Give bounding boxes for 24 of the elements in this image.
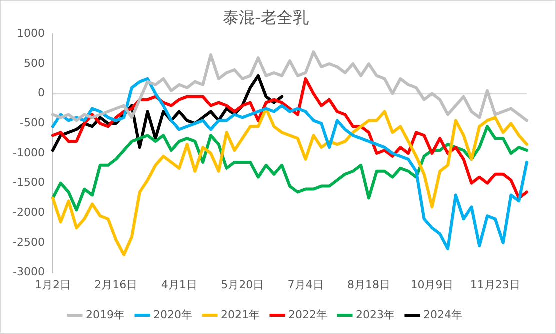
legend-label: 2024年 [423,308,462,322]
y-tick-label: -2500 [12,236,45,249]
y-tick-label: -500 [20,116,45,130]
legend-label: 2020年 [154,308,193,322]
x-tick-label: 5月20日 [221,278,264,292]
x-tick-label: 7月4日 [288,278,324,292]
y-tick-label: 1000 [16,27,45,40]
legend-label: 2022年 [288,308,328,322]
x-tick-label: 2月16日 [94,278,138,292]
x-tick-label: 8月18日 [347,278,390,292]
y-tick-label: 0 [38,86,45,100]
y-tick-label: 500 [24,56,45,70]
y-tick-label: -1500 [12,176,45,190]
legend-label: 2023年 [356,308,395,322]
x-tick-label: 4月1日 [161,278,198,292]
y-tick-label: -3000 [12,266,45,279]
x-tick-label: 10月9日 [410,278,454,292]
y-tick-label: -1000 [12,146,45,160]
y-tick-label: -2000 [12,206,45,220]
chart-title: 泰混-老全乳 [223,8,309,27]
x-tick-label: 1月2日 [34,278,71,292]
legend-label: 2019年 [86,308,126,322]
legend-label: 2021年 [221,308,260,322]
x-tick-label: 11月23日 [470,278,520,292]
